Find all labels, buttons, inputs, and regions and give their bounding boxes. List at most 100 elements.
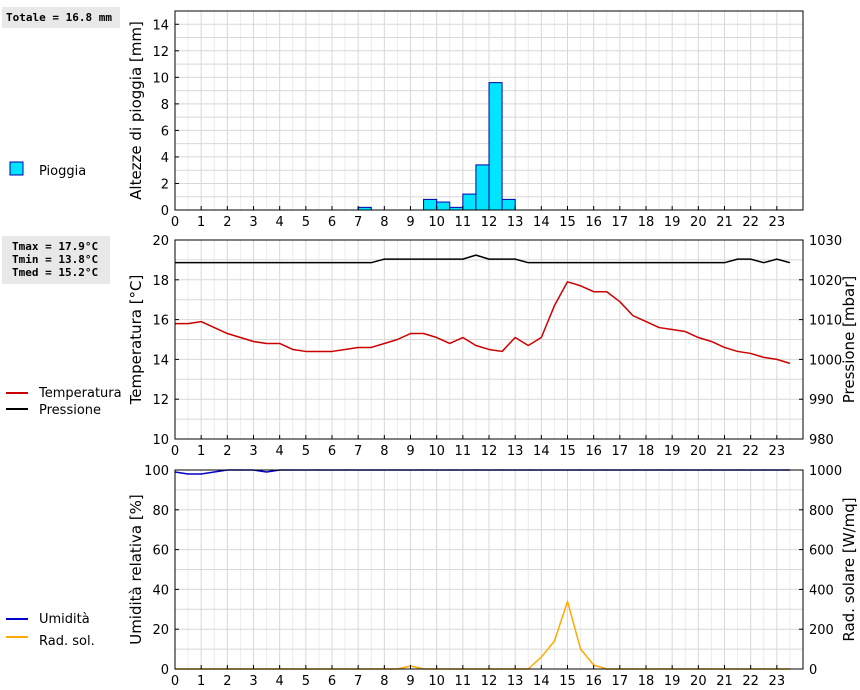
y-axis-label: Altezze di pioggia [mm] (127, 21, 145, 200)
x-tick-label: 15 (559, 674, 576, 689)
x-tick-label: 14 (533, 215, 550, 230)
x-tick-label: 7 (354, 215, 362, 230)
y-tick-label: 12 (152, 45, 169, 60)
x-tick-label: 22 (742, 215, 759, 230)
x-tick-label: 21 (716, 215, 733, 230)
x-tick-label: 23 (769, 215, 786, 230)
rain-total-label: Totale = 16.8 mm (6, 11, 112, 24)
x-tick-label: 0 (171, 215, 179, 230)
tmed-label: Tmed = 15.2°C (12, 266, 98, 279)
x-tick-label: 12 (481, 674, 498, 689)
x-tick-label: 23 (769, 444, 786, 459)
rain-bar (423, 198, 438, 211)
x-tick-label: 18 (638, 674, 655, 689)
panel-2: 0 1 2 3 4 5 6 7 8 9 10 11 12 13 14 15 16 17 18 19 20 21 22 2302… (127, 464, 858, 689)
y-tick-label: 12 (152, 393, 169, 408)
rain-bar (488, 82, 503, 211)
y-tick-label: 20 (152, 234, 169, 249)
x-tick-label: 1 (197, 674, 205, 689)
solar-legend-label: Rad. sol. (39, 634, 95, 649)
x-tick-label: 0 (171, 444, 179, 459)
x-tick-label: 19 (664, 215, 681, 230)
x-tick-label: 17 (612, 444, 629, 459)
y2-tick-label: 1000 (809, 353, 842, 368)
x-tick-label: 16 (585, 444, 602, 459)
x-tick-label: 16 (585, 215, 602, 230)
x-tick-label: 11 (455, 215, 472, 230)
y2-tick-label: 0 (809, 663, 817, 678)
rain-bar (501, 198, 516, 211)
x-tick-label: 22 (742, 444, 759, 459)
x-tick-label: 6 (328, 215, 336, 230)
tmax-label: Tmax = 17.9°C (12, 240, 98, 253)
y-tick-label: 0 (161, 204, 169, 219)
x-tick-label: 20 (690, 215, 707, 230)
x-tick-label: 10 (428, 215, 445, 230)
x-tick-label: 22 (742, 674, 759, 689)
tmin-label: Tmin = 13.8°C (12, 253, 98, 266)
x-tick-label: 18 (638, 444, 655, 459)
x-tick-label: 4 (276, 674, 284, 689)
y2-axis-label: Pressione [mbar] (840, 276, 858, 404)
chart-panels: 0 1 2 3 4 5 6 7 8 9 10 11 12 13 14 15 16 17 18 19 20 21 22 2302… (127, 10, 858, 689)
y2-axis-label: Rad. solare [W/mq] (840, 497, 858, 641)
x-tick-label: 23 (769, 674, 786, 689)
y-tick-label: 0 (161, 663, 169, 678)
y-tick-label: 16 (152, 314, 169, 329)
x-tick-label: 19 (664, 444, 681, 459)
temperature-legend-label: Temperatura (38, 386, 122, 401)
y2-tick-label: 200 (809, 623, 834, 638)
x-tick-label: 1 (197, 215, 205, 230)
x-tick-label: 6 (328, 674, 336, 689)
x-tick-label: 8 (380, 444, 388, 459)
x-tick-label: 4 (276, 215, 284, 230)
x-tick-label: 6 (328, 444, 336, 459)
x-tick-label: 2 (223, 215, 231, 230)
x-tick-label: 2 (223, 444, 231, 459)
y-tick-label: 4 (161, 151, 169, 166)
x-tick-label: 3 (249, 444, 257, 459)
x-tick-label: 12 (481, 215, 498, 230)
x-tick-label: 20 (690, 444, 707, 459)
rain-bar (475, 164, 490, 211)
x-tick-label: 8 (380, 674, 388, 689)
x-tick-label: 19 (664, 674, 681, 689)
x-tick-label: 11 (455, 444, 472, 459)
y-tick-label: 14 (152, 18, 169, 33)
y-tick-label: 40 (152, 583, 169, 598)
y2-tick-label: 990 (809, 393, 834, 408)
x-tick-label: 1 (197, 444, 205, 459)
temperature-stats-box (2, 236, 110, 284)
x-tick-label: 9 (406, 674, 414, 689)
rain-bar (436, 201, 451, 211)
x-tick-label: 20 (690, 674, 707, 689)
y-tick-label: 14 (152, 353, 169, 368)
solar-line (175, 600, 790, 670)
y2-tick-label: 1030 (809, 234, 842, 249)
y-axis-label: Temperatura [°C] (127, 275, 145, 406)
x-tick-label: 8 (380, 215, 388, 230)
x-tick-label: 17 (612, 674, 629, 689)
x-tick-label: 18 (638, 215, 655, 230)
x-tick-label: 0 (171, 674, 179, 689)
x-tick-label: 13 (507, 444, 524, 459)
x-tick-label: 10 (428, 444, 445, 459)
x-tick-label: 9 (406, 444, 414, 459)
pressure-legend-label: Pressione (39, 403, 101, 418)
y-tick-label: 2 (161, 177, 169, 192)
x-tick-label: 5 (302, 444, 310, 459)
y-tick-label: 100 (144, 464, 169, 479)
x-tick-label: 3 (249, 674, 257, 689)
y-tick-label: 18 (152, 274, 169, 289)
x-tick-label: 10 (428, 674, 445, 689)
x-tick-label: 2 (223, 674, 231, 689)
x-tick-label: 11 (455, 674, 472, 689)
x-tick-label: 14 (533, 444, 550, 459)
y2-tick-label: 1010 (809, 314, 842, 329)
x-tick-label: 4 (276, 444, 284, 459)
x-tick-label: 14 (533, 674, 550, 689)
x-tick-label: 15 (559, 215, 576, 230)
x-tick-label: 13 (507, 215, 524, 230)
y2-tick-label: 1020 (809, 274, 842, 289)
